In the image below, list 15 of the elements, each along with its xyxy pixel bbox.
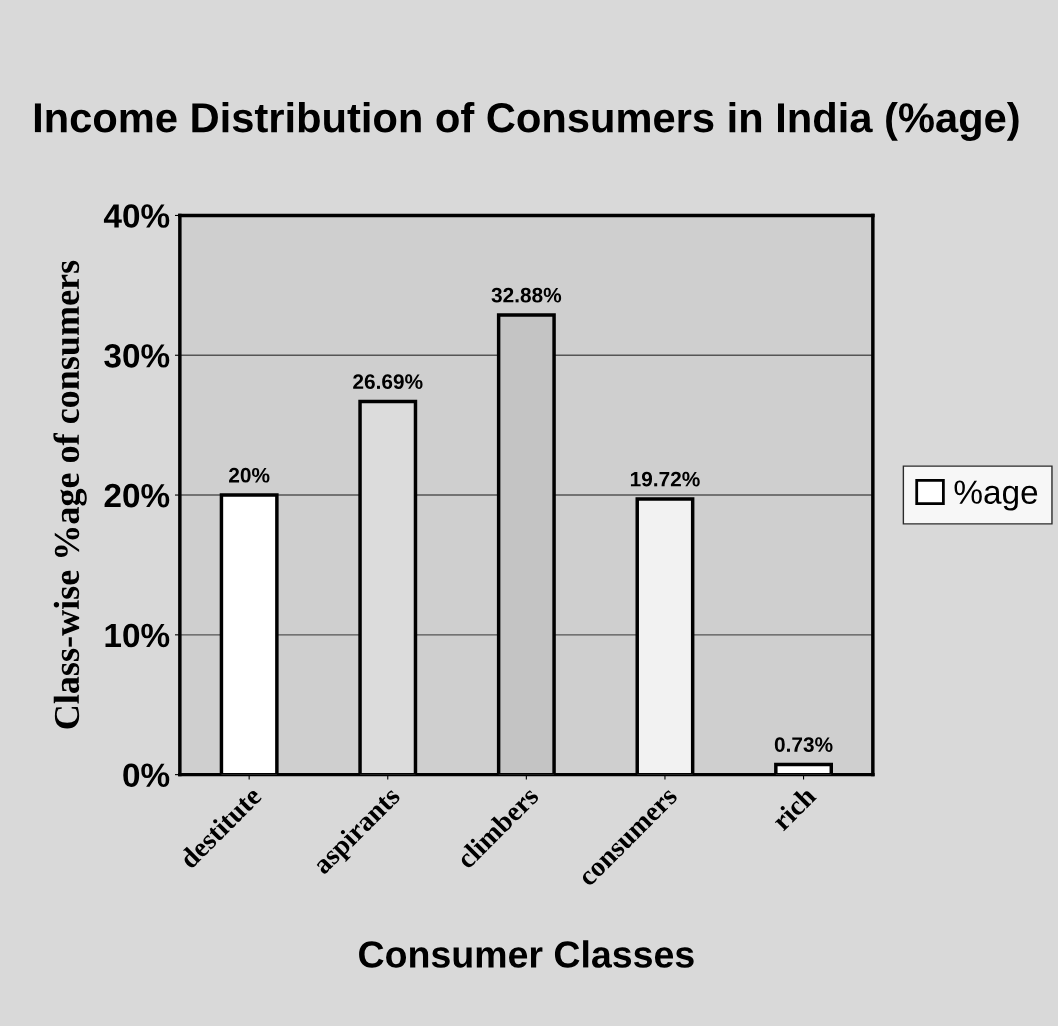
y-tick-label: 0%	[123, 763, 170, 788]
x-axis-title: Consumer Classes	[359, 940, 694, 968]
legend-label: %age	[954, 480, 1038, 511]
data-label: 20%	[229, 467, 270, 483]
y-tick-label: 10%	[105, 623, 170, 648]
data-label: 19.72%	[630, 471, 700, 487]
y-tick-label: 20%	[104, 483, 170, 508]
chart-title: Income Distribution of Consumers in India (%age)	[34, 101, 1019, 141]
x-tick-label: rich	[770, 784, 818, 832]
y-tick-label: 40%	[103, 204, 170, 228]
data-label: 32.88%	[491, 287, 562, 303]
data-label: 0.73%	[774, 737, 833, 752]
data-label: 26.69%	[353, 374, 423, 390]
y-tick-label: 30%	[104, 344, 170, 368]
y-axis-title: Class-wise %age of consumers	[53, 260, 87, 729]
